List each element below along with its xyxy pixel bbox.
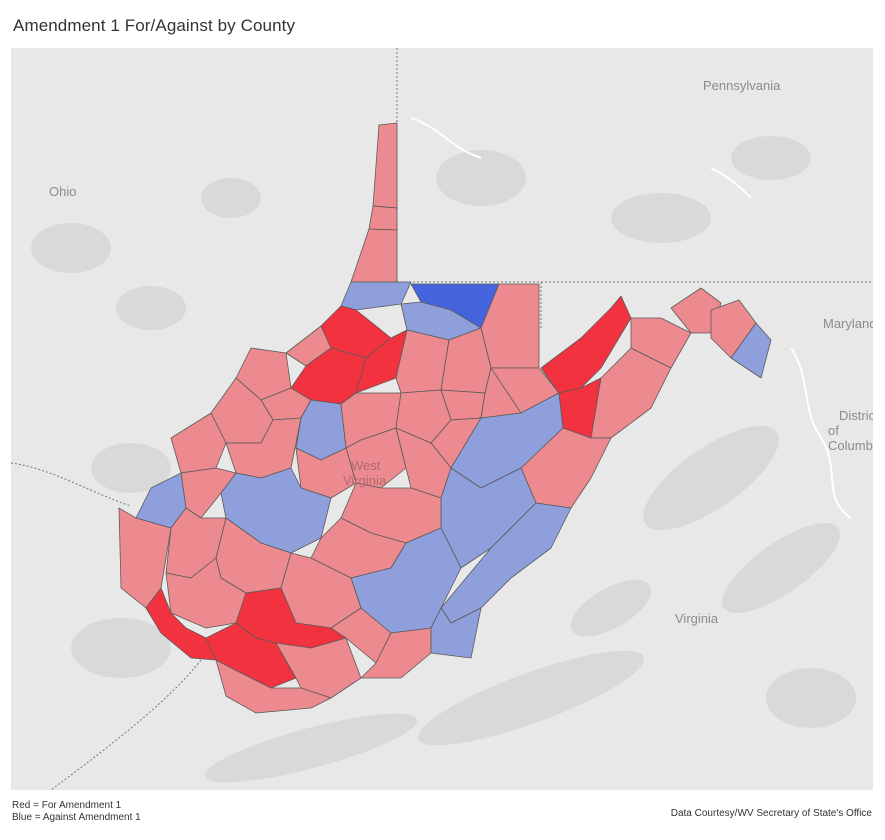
legend-red: Red = For Amendment 1: [12, 800, 122, 811]
label-dc-1: District: [839, 408, 873, 423]
label-virginia: Virginia: [675, 611, 719, 626]
county-southern-tip[interactable]: [215, 659, 332, 714]
county-mason[interactable]: [170, 412, 227, 474]
county-brooke[interactable]: [368, 205, 398, 231]
label-maryland: Maryland: [823, 316, 873, 331]
rivers: [410, 117, 852, 519]
county-marshall[interactable]: [340, 281, 412, 311]
color-legend: Red = For Amendment 1 Blue = Against Ame…: [12, 800, 141, 824]
counties[interactable]: [118, 122, 772, 714]
county-hampshire[interactable]: [630, 317, 692, 369]
label-ohio: Ohio: [49, 184, 77, 199]
county-map[interactable]: Pennsylvania Ohio Maryland Virginia West…: [11, 48, 873, 790]
label-west-virginia-1: West: [351, 458, 381, 473]
map-title: Amendment 1 For/Against by County: [13, 16, 296, 35]
label-pennsylvania: Pennsylvania: [703, 78, 781, 93]
terrain-layer: [31, 136, 856, 783]
county-hancock[interactable]: [372, 122, 398, 209]
county-jefferson[interactable]: [730, 322, 772, 379]
county-southeast[interactable]: [430, 607, 482, 659]
legend-blue: Blue = Against Amendment 1: [12, 812, 141, 823]
county-ohio[interactable]: [350, 228, 398, 283]
data-credit: Data Courtesy/WV Secretary of State's Of…: [670, 808, 872, 819]
label-dc-2: of Columbia: [828, 423, 873, 453]
label-west-virginia-2: Virginia: [343, 473, 387, 488]
map-canvas: [11, 48, 873, 790]
